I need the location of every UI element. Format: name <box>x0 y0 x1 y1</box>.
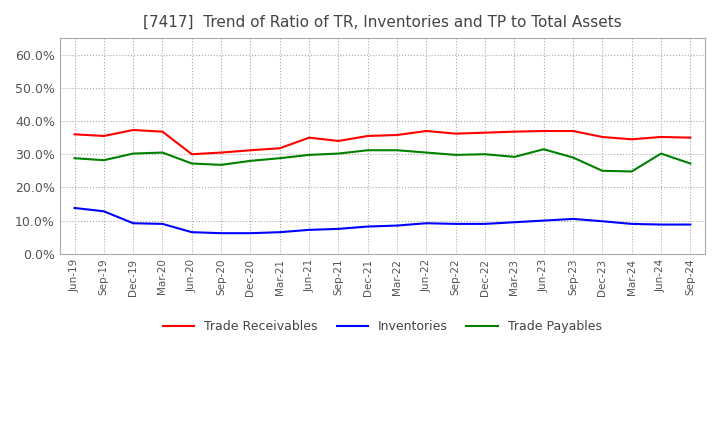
Inventories <box>99 209 108 214</box>
Trade Receivables <box>71 132 79 137</box>
Trade Receivables <box>686 135 695 140</box>
Trade Receivables <box>217 150 225 155</box>
Inventories <box>598 219 607 224</box>
Trade Receivables <box>364 133 372 139</box>
Inventories <box>364 224 372 229</box>
Inventories <box>657 222 665 227</box>
Trade Payables <box>510 154 518 160</box>
Inventories <box>246 231 255 236</box>
Trade Receivables <box>246 147 255 153</box>
Trade Payables <box>598 168 607 173</box>
Trade Receivables <box>158 129 167 134</box>
Trade Payables <box>217 162 225 168</box>
Trade Payables <box>99 158 108 163</box>
Trade Payables <box>686 161 695 166</box>
Trade Receivables <box>539 128 548 134</box>
Trade Payables <box>657 151 665 156</box>
Inventories <box>393 223 402 228</box>
Legend: Trade Receivables, Inventories, Trade Payables: Trade Receivables, Inventories, Trade Pa… <box>158 315 607 338</box>
Inventories <box>217 231 225 236</box>
Inventories <box>187 230 196 235</box>
Inventories <box>510 220 518 225</box>
Trade Payables <box>422 150 431 155</box>
Line: Trade Receivables: Trade Receivables <box>75 130 690 154</box>
Trade Receivables <box>276 146 284 151</box>
Inventories <box>539 218 548 223</box>
Trade Payables <box>627 169 636 174</box>
Inventories <box>305 227 313 232</box>
Trade Receivables <box>99 133 108 139</box>
Trade Payables <box>71 156 79 161</box>
Trade Payables <box>569 155 577 160</box>
Trade Receivables <box>627 137 636 142</box>
Trade Receivables <box>422 128 431 134</box>
Trade Payables <box>187 161 196 166</box>
Trade Payables <box>276 156 284 161</box>
Title: [7417]  Trend of Ratio of TR, Inventories and TP to Total Assets: [7417] Trend of Ratio of TR, Inventories… <box>143 15 622 30</box>
Trade Receivables <box>657 134 665 139</box>
Inventories <box>481 221 490 227</box>
Line: Trade Payables: Trade Payables <box>75 149 690 172</box>
Inventories <box>334 226 343 231</box>
Inventories <box>686 222 695 227</box>
Trade Payables <box>246 158 255 164</box>
Inventories <box>71 205 79 211</box>
Trade Receivables <box>598 134 607 139</box>
Trade Payables <box>451 152 460 158</box>
Trade Receivables <box>393 132 402 138</box>
Trade Receivables <box>305 135 313 140</box>
Trade Receivables <box>129 127 138 132</box>
Trade Payables <box>481 152 490 157</box>
Trade Payables <box>305 152 313 158</box>
Inventories <box>451 221 460 227</box>
Trade Receivables <box>569 128 577 134</box>
Trade Receivables <box>510 129 518 134</box>
Trade Receivables <box>481 130 490 136</box>
Trade Receivables <box>187 152 196 157</box>
Inventories <box>422 220 431 226</box>
Trade Payables <box>129 151 138 156</box>
Trade Receivables <box>451 131 460 136</box>
Trade Receivables <box>334 138 343 143</box>
Line: Inventories: Inventories <box>75 208 690 233</box>
Trade Payables <box>393 147 402 153</box>
Inventories <box>569 216 577 222</box>
Trade Payables <box>334 151 343 156</box>
Inventories <box>129 220 138 226</box>
Inventories <box>158 221 167 227</box>
Trade Payables <box>158 150 167 155</box>
Trade Payables <box>364 147 372 153</box>
Inventories <box>627 221 636 227</box>
Inventories <box>276 230 284 235</box>
Trade Payables <box>539 147 548 152</box>
